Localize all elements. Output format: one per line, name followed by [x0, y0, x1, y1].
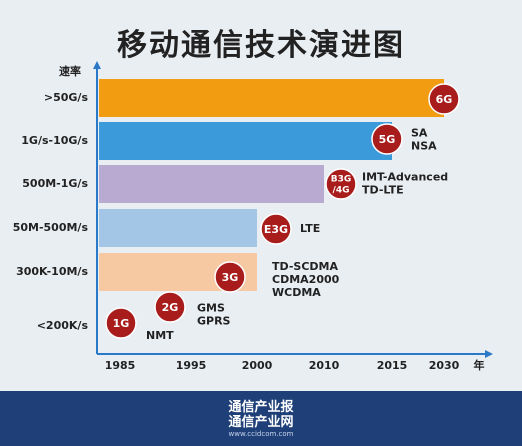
standard-label: TD-LTE	[362, 184, 404, 197]
x-tick-label: 2010	[309, 359, 340, 372]
standard-label: IMT-Advanced	[362, 171, 448, 184]
generation-label: 3G	[222, 271, 239, 284]
generation-label: 6G	[436, 93, 453, 106]
bar	[99, 122, 392, 160]
generation-label: E3G	[264, 223, 288, 236]
footer-brand-1: 通信产业报	[228, 400, 294, 415]
generation-badge	[214, 261, 246, 293]
y-tick-label: >50G/s	[44, 91, 89, 104]
y-tick-label: 500M-1G/s	[22, 177, 88, 190]
page-title: 移动通信技术演进图	[117, 28, 405, 63]
generation-badge	[260, 213, 292, 245]
standard-label: GPRS	[197, 315, 231, 328]
x-tick-label: 2015	[377, 359, 408, 372]
generation-badge	[428, 83, 460, 115]
generation-label: B3G	[331, 175, 352, 185]
x-axis-arrow	[485, 350, 493, 358]
generation-label: 1G	[113, 317, 130, 330]
bar	[99, 165, 324, 203]
generation-badge	[325, 168, 357, 200]
standard-label: GMS	[197, 302, 225, 315]
y-tick-label: 50M-500M/s	[13, 221, 89, 234]
generation-badge	[105, 307, 137, 339]
x-tick-label: 2030	[429, 359, 460, 372]
generation-badge	[371, 123, 403, 155]
standard-label: WCDMA	[272, 286, 321, 299]
y-tick-label: <200K/s	[37, 319, 89, 332]
footer-banner: 通信产业报 通信产业网 www.ccidcom.com	[0, 391, 522, 446]
generation-badge	[154, 291, 186, 323]
standard-label: NSA	[411, 140, 437, 153]
footer-url: www.ccidcom.com	[228, 430, 294, 438]
standard-label: LTE	[300, 222, 320, 235]
generation-label: 2G	[162, 301, 179, 314]
bar	[99, 79, 444, 117]
standard-label: TD-SCDMA	[272, 260, 338, 273]
standard-label: SA	[411, 127, 428, 140]
y-axis-title: 速率	[59, 64, 81, 78]
bar	[99, 209, 257, 247]
standard-label: CDMA2000	[272, 273, 340, 286]
standard-label: NMT	[146, 329, 174, 342]
footer-brand-2: 通信产业网	[228, 415, 294, 430]
x-tick-label: 1985	[105, 359, 136, 372]
y-tick-label: 1G/s-10G/s	[21, 134, 88, 147]
x-tick-label: 1995	[176, 359, 207, 372]
y-axis-arrow	[93, 61, 101, 69]
generation-label: /4G	[333, 186, 350, 196]
x-tick-label: 2000	[242, 359, 273, 372]
generation-label: 5G	[379, 133, 396, 146]
x-axis-title: 年	[474, 358, 485, 372]
y-tick-label: 300K-10M/s	[16, 265, 88, 278]
